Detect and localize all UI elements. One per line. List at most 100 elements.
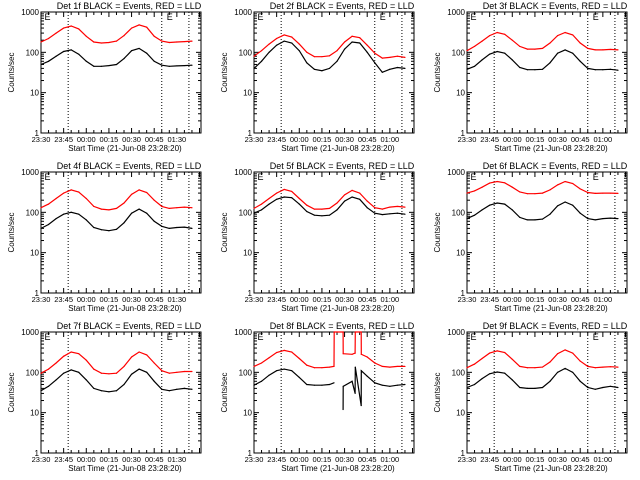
e-marker: E (593, 12, 599, 22)
data-point-events (93, 387, 95, 389)
data-point-lld (617, 192, 619, 194)
x-tick-label: 00:30 (122, 295, 141, 304)
data-point-lld (108, 41, 110, 44)
data-point-lld (489, 34, 491, 37)
y-tick-label: 100 (452, 208, 466, 217)
data-point-events (489, 373, 491, 375)
x-tick-label: 00:45 (358, 455, 377, 464)
x-tick-label: 00:00 (290, 455, 309, 464)
data-point-events (496, 371, 498, 373)
data-point-events (549, 213, 551, 215)
data-point-lld (342, 331, 344, 333)
e-marker: E (471, 172, 477, 182)
data-point-events (130, 373, 133, 375)
x-tick-label: 23:45 (480, 295, 499, 304)
data-point-events (70, 369, 72, 371)
x-tick-label: 00:00 (77, 455, 96, 464)
data-point-events (55, 55, 57, 57)
data-point-events (556, 205, 559, 207)
data-point-lld (306, 364, 308, 366)
data-point-events (343, 200, 346, 202)
x-tick-label: 23:45 (267, 295, 286, 304)
data-point-lld (481, 40, 483, 42)
data-point-lld (63, 355, 65, 357)
data-point-events (153, 60, 155, 62)
data-point-events (587, 217, 589, 220)
data-point-events (93, 65, 95, 67)
data-point-lld (291, 36, 293, 38)
data-point-events (183, 226, 185, 228)
y-axis-label: Counts/sec (433, 212, 442, 252)
data-point-events (360, 404, 362, 407)
data-point-events (153, 220, 155, 222)
data-point-lld (374, 207, 376, 209)
data-point-events (306, 62, 308, 64)
data-point-lld (55, 197, 57, 200)
data-point-events (396, 384, 398, 386)
data-point-lld (389, 56, 391, 58)
data-point-events (40, 63, 42, 66)
data-point-lld (47, 203, 50, 205)
data-point-lld (360, 353, 362, 355)
x-tick-label: 00:30 (548, 295, 567, 304)
data-point-events (534, 69, 536, 71)
data-point-events (130, 212, 133, 214)
data-point-events (481, 59, 483, 61)
data-point-events (504, 52, 506, 54)
data-point-lld (572, 352, 574, 354)
data-point-lld (473, 363, 476, 365)
data-point-lld (404, 56, 406, 58)
data-point-events (526, 69, 528, 71)
e-marker: E (45, 12, 51, 22)
data-point-lld (489, 182, 491, 184)
data-point-lld (396, 205, 398, 208)
x-tick-label: 01:00 (593, 455, 612, 464)
data-point-events (541, 68, 544, 70)
e-marker: E (593, 172, 599, 182)
data-point-events (47, 60, 50, 62)
data-point-lld (354, 331, 356, 333)
data-point-events (534, 387, 536, 389)
detector-panel-4: Det 4f BLACK = Events, RED = LLD 1 10 100 10… (0, 160, 213, 320)
data-point-lld (78, 353, 80, 355)
y-axis-label: Counts/sec (7, 372, 16, 412)
data-point-lld (55, 362, 57, 364)
data-point-events (291, 197, 293, 199)
data-point-events (321, 215, 323, 217)
x-tick-label: 00:15 (100, 455, 119, 464)
y-tick-label: 10 (30, 89, 39, 98)
x-tick-label: 00:15 (313, 455, 332, 464)
x-tick-label: 00:30 (122, 455, 141, 464)
x-tick-label: 23:45 (480, 455, 499, 464)
data-point-lld (191, 370, 193, 373)
x-axis-label: Start Time (21-Jun-08 23:28:20) (68, 144, 182, 153)
x-tick-label: 23:30 (32, 295, 51, 304)
data-point-events (153, 380, 155, 382)
plot-frame (253, 171, 415, 294)
x-tick-label: 00:00 (503, 455, 522, 464)
data-point-events (168, 65, 170, 67)
x-tick-label: 23:45 (54, 135, 73, 144)
data-point-lld (587, 191, 589, 194)
data-point-lld (511, 358, 513, 360)
data-point-lld (283, 349, 285, 351)
data-point-lld (78, 28, 80, 30)
data-point-events (496, 50, 498, 53)
data-point-events (556, 371, 559, 373)
y-tick-label: 1000 (21, 168, 39, 177)
data-point-lld (291, 351, 293, 353)
x-tick-label: 00:30 (335, 295, 354, 304)
x-tick-label: 00:30 (335, 455, 354, 464)
data-point-events (473, 383, 476, 386)
data-point-events (276, 370, 278, 372)
data-point-events (466, 386, 468, 389)
data-point-lld (108, 373, 110, 375)
data-point-lld (534, 367, 536, 369)
data-point-lld (564, 349, 566, 351)
data-point-lld (123, 202, 125, 204)
data-point-events (526, 219, 528, 221)
data-point-events (78, 53, 80, 55)
data-point-lld (85, 359, 87, 361)
data-point-lld (168, 41, 170, 44)
